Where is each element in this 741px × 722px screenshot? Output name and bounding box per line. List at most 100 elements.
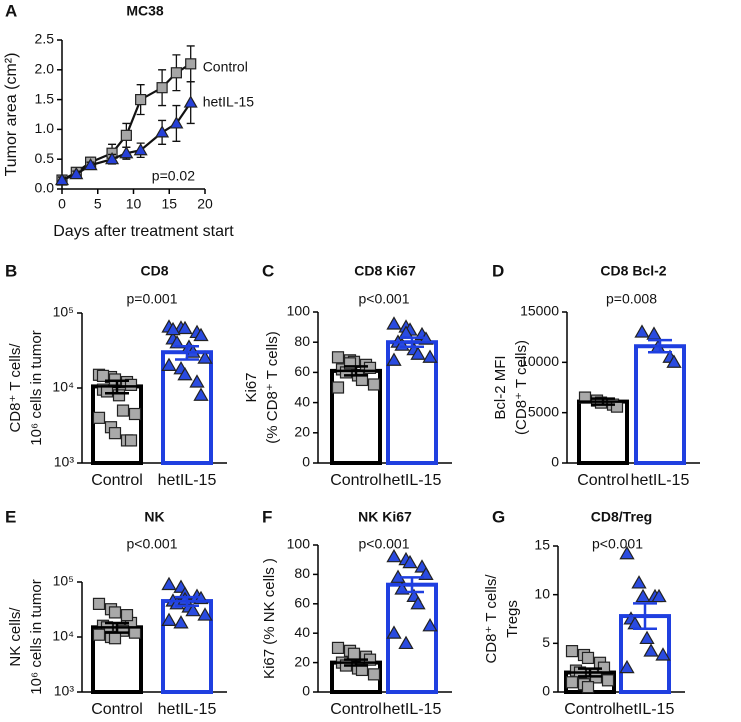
- marker: [634, 324, 650, 338]
- y-tick-label: 60: [294, 595, 310, 611]
- marker: [331, 351, 345, 364]
- marker: [189, 374, 205, 388]
- marker: [193, 327, 209, 342]
- x-tick-label: hetIL-15: [616, 701, 675, 718]
- marker: [643, 643, 659, 657]
- marker: [156, 82, 168, 94]
- marker: [161, 612, 177, 626]
- marker: [646, 326, 662, 340]
- y-tick-label: 10⁵: [53, 304, 74, 320]
- x-tick-label: 10: [126, 196, 142, 212]
- panel-letter: G: [492, 507, 505, 526]
- marker: [54, 172, 70, 186]
- annotation: p=0.001: [127, 291, 178, 307]
- marker: [83, 157, 98, 171]
- marker: [185, 58, 197, 70]
- marker: [135, 93, 147, 106]
- error-bar: [388, 336, 436, 348]
- chart-title: NK Ki67: [358, 509, 412, 525]
- marker: [386, 316, 402, 330]
- y-axis-label: 10⁶ cells in tumor: [28, 579, 45, 694]
- y-tick-label: 10⁵: [53, 573, 74, 589]
- error-bar: [93, 621, 141, 634]
- panel-letter: A: [5, 1, 17, 20]
- marker: [133, 143, 148, 156]
- x-tick-label: hetIL-15: [158, 472, 217, 489]
- marker: [128, 626, 142, 639]
- marker: [386, 548, 402, 563]
- y-tick-label: 0: [542, 683, 550, 699]
- marker: [120, 609, 134, 622]
- x-tick-label: 0: [58, 196, 66, 212]
- x-tick-label: 5: [94, 196, 102, 212]
- marker: [367, 668, 381, 681]
- chart-title: MC38: [126, 3, 164, 19]
- marker: [581, 681, 595, 694]
- marker: [165, 321, 181, 336]
- marker: [565, 645, 579, 658]
- marker: [177, 366, 193, 381]
- annotation: p=0.008: [606, 291, 657, 307]
- marker: [363, 361, 377, 374]
- marker: [193, 387, 209, 401]
- error-bar: [621, 602, 669, 630]
- annotation: p=0.02: [152, 168, 195, 184]
- y-tick-label: 10⁴: [52, 379, 74, 395]
- marker: [331, 381, 345, 394]
- marker: [170, 67, 182, 79]
- marker: [169, 335, 185, 349]
- marker: [96, 369, 110, 382]
- y-tick-label: 100: [287, 536, 311, 552]
- y-tick-label: 0: [302, 683, 310, 699]
- annotation: p<0.001: [359, 291, 410, 307]
- marker: [639, 630, 655, 645]
- marker: [119, 146, 134, 159]
- x-tick-label: Control: [330, 701, 382, 718]
- marker: [169, 116, 184, 129]
- y-tick-label: 0: [302, 454, 310, 470]
- panel-letter: C: [262, 261, 274, 280]
- marker: [619, 659, 635, 674]
- marker: [161, 576, 177, 591]
- marker: [651, 588, 667, 603]
- marker: [105, 151, 120, 165]
- x-tick-label: hetIL-15: [383, 472, 442, 489]
- marker: [92, 597, 106, 610]
- y-axis-label: Ki67: [243, 372, 260, 402]
- x-tick-label: hetIL-15: [631, 472, 690, 489]
- y-tick-label: 10000: [520, 353, 559, 369]
- y-tick-label: 80: [294, 333, 310, 349]
- y-axis-label: (CD8⁺ T cells): [513, 340, 530, 435]
- marker: [108, 373, 122, 386]
- error-bar: [163, 345, 211, 361]
- marker: [116, 404, 130, 417]
- marker: [578, 391, 592, 404]
- y-tick-label: 100: [287, 303, 311, 319]
- chart-title: CD8 Ki67: [354, 263, 416, 279]
- y-tick-label: 0: [551, 454, 559, 470]
- marker: [92, 411, 106, 424]
- marker: [185, 602, 201, 617]
- marker: [402, 554, 418, 569]
- y-axis-label: CD8⁺ T cells/: [483, 574, 500, 664]
- error-bar: [566, 667, 614, 678]
- error-bar: [332, 658, 380, 667]
- y-tick-label: 2.0: [35, 61, 55, 77]
- marker: [422, 618, 438, 632]
- marker: [343, 357, 357, 370]
- y-tick-label: 20: [294, 653, 310, 669]
- marker: [398, 635, 414, 650]
- marker: [173, 615, 189, 629]
- chart-title: NK: [144, 509, 164, 525]
- panel-letter: E: [5, 507, 16, 526]
- x-tick-label: hetIL-15: [383, 701, 442, 718]
- legend-label: Control: [203, 59, 248, 75]
- chart-title: CD8/Treg: [591, 509, 652, 525]
- y-tick-label: 40: [294, 393, 310, 409]
- x-tick-label: Control: [91, 701, 143, 718]
- y-tick-label: 2.5: [35, 31, 55, 47]
- marker: [386, 625, 402, 639]
- y-tick-label: 80: [294, 565, 310, 581]
- y-axis-label: Ki67 (% NK cells ): [261, 558, 278, 679]
